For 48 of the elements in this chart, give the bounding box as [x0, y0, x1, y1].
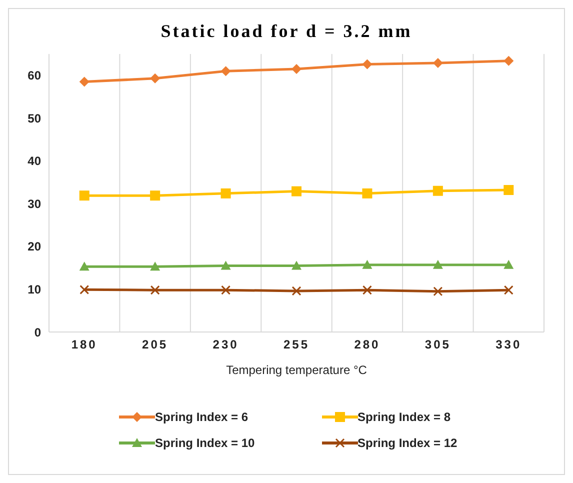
point	[432, 186, 443, 196]
point	[220, 188, 231, 198]
legend-label: Spring Index = 6	[155, 410, 248, 424]
point	[362, 59, 372, 70]
y-tick-label: 40	[28, 154, 42, 168]
point	[150, 73, 160, 84]
point	[362, 285, 372, 295]
x-tick-label: 180	[71, 338, 98, 352]
legend-label: Spring Index = 10	[155, 436, 255, 450]
point	[292, 186, 302, 196]
point	[79, 262, 90, 271]
point	[432, 260, 443, 269]
x-tick-label: 305	[424, 338, 451, 352]
point	[362, 188, 372, 198]
point	[504, 185, 514, 196]
x-tick-label: 330	[496, 338, 522, 352]
point	[292, 286, 302, 296]
point	[504, 285, 514, 295]
point	[292, 64, 302, 74]
y-tick-label: 30	[28, 196, 42, 211]
point	[80, 284, 90, 294]
x-axis-title: Tempering temperature °C	[226, 363, 368, 377]
point	[362, 260, 372, 269]
x-tick-label: 230	[212, 338, 239, 352]
point	[504, 56, 514, 66]
legend-label: Spring Index = 12	[358, 436, 458, 450]
point	[292, 260, 302, 270]
y-tick-label: 10	[28, 282, 42, 296]
y-tick-label: 20	[28, 240, 42, 254]
point	[432, 58, 443, 68]
point	[79, 76, 90, 87]
point	[220, 260, 231, 270]
y-tick-label: 50	[28, 111, 42, 126]
x-tick-label: 205	[142, 338, 168, 352]
point	[433, 286, 443, 296]
y-tick-label: 60	[28, 68, 42, 83]
point	[150, 285, 160, 295]
y-tick-label: 0	[34, 325, 42, 340]
point	[220, 66, 231, 76]
point	[221, 285, 231, 295]
point	[79, 190, 90, 201]
point	[150, 262, 160, 271]
legend-label: Spring Index = 8	[358, 410, 451, 424]
chart-title: Static load for d = 3.2 mm	[160, 21, 414, 42]
x-tick-label: 255	[283, 338, 310, 352]
point	[150, 190, 160, 201]
x-tick-label: 280	[354, 338, 380, 352]
point	[504, 260, 514, 269]
